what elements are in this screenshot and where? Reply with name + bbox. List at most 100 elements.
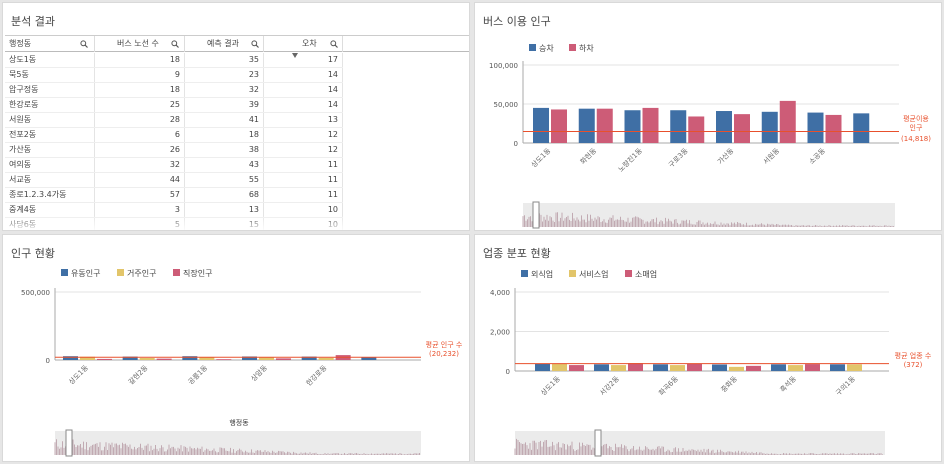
cell-error: 11 [264,188,343,202]
bar [853,113,870,143]
bar [216,359,232,360]
cell-dong: 한강로동 [5,98,95,112]
x-tick-label: 상도1동 [67,363,91,387]
bar [746,365,761,371]
legend-swatch [521,270,528,277]
search-icon[interactable] [330,40,338,48]
cell-prediction: 38 [185,143,264,157]
cell-dong: 가산동 [5,143,95,157]
bar [771,364,786,371]
y-tick-label: 2,000 [490,329,510,337]
x-tick-label: 흑석동 [778,374,798,394]
bus-usage-chart: 승차 하차 0 50,000 100,000 상도1동 화현동 노량진1동 구로3동 가산동 서원동… [489,43,931,229]
x-tick-label: 상도1동 [529,146,553,170]
legend-label: 직장인구 [183,268,212,278]
cell-dong: 서교동 [5,173,95,187]
bar [318,357,334,360]
y-tick-label: 100,000 [489,62,518,70]
cell-dong: 서원동 [5,113,95,127]
scroll-fade [5,215,343,230]
panel-title: 인구 현황 [11,247,55,260]
bar [139,357,155,360]
column-label: 행정동 [9,39,32,48]
x-tick-label: 서강2동 [598,374,622,398]
cell-bus-routes: 26 [95,143,185,157]
table-row[interactable]: 전포2동 6 18 12 [5,128,343,143]
sort-desc-icon[interactable] [292,53,298,58]
bar [578,108,595,143]
bar [63,356,78,360]
panel-title: 버스 이용 인구 [483,15,551,28]
average-value: (20,232) [429,350,459,358]
cell-bus-routes: 57 [95,188,185,202]
scroll-navigator [523,203,895,227]
cell-dong: 전포2동 [5,128,95,142]
bar [712,364,727,371]
table-row[interactable]: 가산동 26 38 12 [5,143,343,158]
business-distribution-panel: 업종 분포 현황 외식업 서비스업 소매업 0 2,000 4,000 상도1동 서강2동 화곡… [474,234,942,462]
bar [594,364,609,371]
cell-dong: 묵5동 [5,68,95,82]
panel-title: 업종 분포 현황 [483,247,551,260]
x-tick-label: 가산동 [715,146,735,166]
bar [688,116,705,143]
legend-label: 서비스업 [579,270,608,279]
column-header-error[interactable]: 오차 [264,36,343,52]
bar [624,110,641,143]
table-row[interactable]: 여의동 32 43 11 [5,158,343,173]
bus-usage-panel: 버스 이용 인구 승차 하차 0 50,000 100,000 상도1동 화현동 노량진1동 구… [474,2,942,231]
cell-dong: 종로1.2.3.4가동 [5,188,95,202]
x-tick-label: 화현동 [579,146,599,166]
column-label: 예측 결과 [207,39,239,48]
bar [552,363,567,371]
bar [97,358,112,360]
cell-prediction: 32 [185,83,264,97]
y-tick-label: 4,000 [490,289,510,297]
search-icon[interactable] [80,40,88,48]
cell-bus-routes: 18 [95,53,185,67]
legend-swatch [569,44,576,51]
y-tick-label: 0 [506,368,510,376]
cell-dong: 상도1동 [5,53,95,67]
cell-prediction: 35 [185,53,264,67]
bar [807,112,824,143]
bar [611,365,626,371]
table-row[interactable]: 종로1.2.3.4가동 57 68 11 [5,188,343,203]
panel-title: 분석 결과 [11,15,55,28]
cell-error: 12 [264,143,343,157]
table-row[interactable]: 서원동 28 41 13 [5,113,343,128]
average-value: (372) [904,361,923,369]
cell-bus-routes: 6 [95,128,185,142]
table-row[interactable]: 한강로동 25 39 14 [5,98,343,113]
cell-bus-routes: 32 [95,158,185,172]
bar [156,358,172,360]
legend-swatch [529,44,536,51]
navigator-preview [522,212,894,227]
average-label: 평균 인구 수 [426,340,463,349]
column-header-dong[interactable]: 행정동 [5,36,95,52]
bar [653,364,668,371]
x-tick-label: 갈현2동 [127,363,150,386]
navigator-handle [532,201,540,229]
x-tick-label: 중화동 [720,374,740,394]
result-table: 행정동 버스 노선 수 예측 결과 오차 상도1동 18 35 17 묵5동 9 23 14 압… [5,35,469,230]
table-row[interactable]: 묵5동 9 23 14 [5,68,343,83]
bar [729,366,744,371]
bar [122,356,138,360]
table-row[interactable]: 상도1동 18 35 17 [5,53,343,68]
bar [761,111,778,143]
search-icon[interactable] [251,40,259,48]
cell-bus-routes: 18 [95,83,185,97]
average-label: 인구 [910,123,923,132]
column-header-bus-routes[interactable]: 버스 노선 수 [95,36,185,52]
legend-label: 유동인구 [71,268,100,278]
cell-prediction: 13 [185,203,264,217]
x-tick-label: 상암동 [249,363,269,383]
cell-prediction: 43 [185,158,264,172]
search-icon[interactable] [171,40,179,48]
column-header-prediction[interactable]: 예측 결과 [185,36,264,52]
table-row[interactable]: 서교동 44 55 11 [5,173,343,188]
table-row[interactable]: 압구정동 18 32 14 [5,83,343,98]
cell-prediction: 68 [185,188,264,202]
average-label: 평균이용 [903,114,929,123]
